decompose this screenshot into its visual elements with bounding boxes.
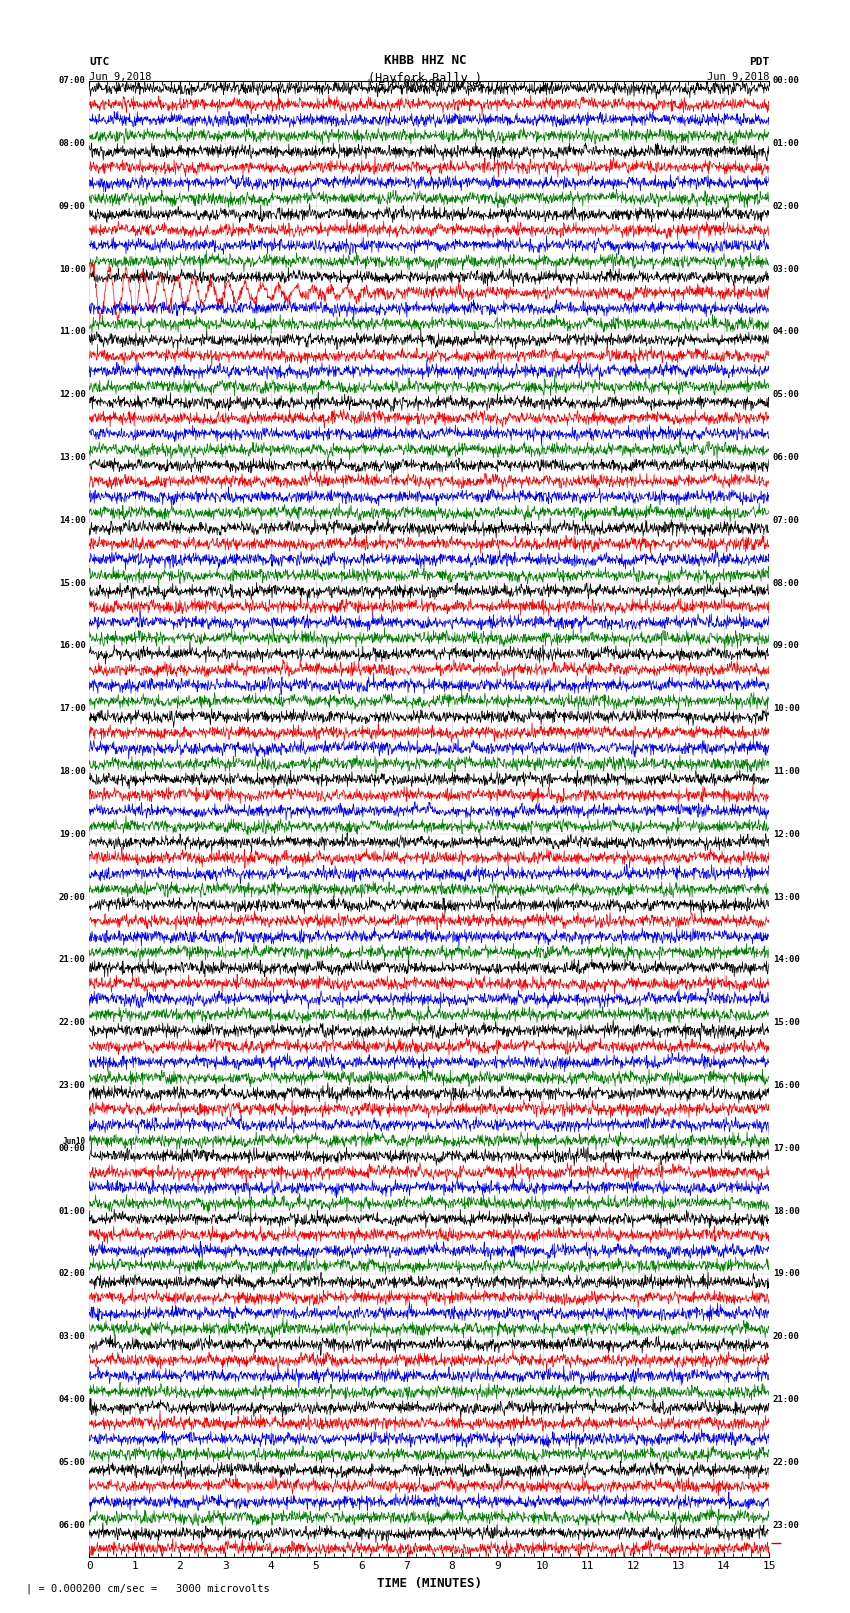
Text: 04:00: 04:00 (773, 327, 800, 337)
Text: 11:00: 11:00 (59, 327, 86, 337)
Text: PDT: PDT (749, 56, 769, 66)
Text: 21:00: 21:00 (773, 1395, 800, 1403)
Text: 22:00: 22:00 (773, 1458, 800, 1466)
Text: 09:00: 09:00 (59, 202, 86, 211)
Text: 08:00: 08:00 (773, 579, 800, 587)
Text: 09:00: 09:00 (773, 642, 800, 650)
Text: 19:00: 19:00 (59, 829, 86, 839)
Text: Jun10: Jun10 (63, 1137, 86, 1145)
Text: 01:00: 01:00 (59, 1207, 86, 1216)
Text: 05:00: 05:00 (59, 1458, 86, 1466)
Text: UTC: UTC (89, 56, 110, 66)
Text: 15:00: 15:00 (773, 1018, 800, 1027)
Text: 14:00: 14:00 (773, 955, 800, 965)
X-axis label: TIME (MINUTES): TIME (MINUTES) (377, 1578, 482, 1590)
Text: 22:00: 22:00 (59, 1018, 86, 1027)
Text: 23:00: 23:00 (773, 1521, 800, 1529)
Text: 13:00: 13:00 (59, 453, 86, 461)
Text: 20:00: 20:00 (773, 1332, 800, 1342)
Text: 04:00: 04:00 (59, 1395, 86, 1403)
Text: 07:00: 07:00 (59, 76, 86, 85)
Text: 13:00: 13:00 (773, 892, 800, 902)
Text: 06:00: 06:00 (59, 1521, 86, 1529)
Text: 10:00: 10:00 (59, 265, 86, 274)
Text: 23:00: 23:00 (59, 1081, 86, 1090)
Text: (Hayfork Bally ): (Hayfork Bally ) (368, 71, 482, 85)
Text: 00:00: 00:00 (59, 1144, 86, 1153)
Text: 05:00: 05:00 (773, 390, 800, 398)
Text: KHBB HHZ NC: KHBB HHZ NC (383, 53, 467, 66)
Text: 08:00: 08:00 (59, 139, 86, 148)
Text: 03:00: 03:00 (773, 265, 800, 274)
Text: 07:00: 07:00 (773, 516, 800, 524)
Text: 12:00: 12:00 (59, 390, 86, 398)
Text: 02:00: 02:00 (773, 202, 800, 211)
Text: 21:00: 21:00 (59, 955, 86, 965)
Text: 02:00: 02:00 (59, 1269, 86, 1279)
Text: 17:00: 17:00 (59, 705, 86, 713)
Text: 17:00: 17:00 (773, 1144, 800, 1153)
Text: 16:00: 16:00 (59, 642, 86, 650)
Text: 14:00: 14:00 (59, 516, 86, 524)
Text: 03:00: 03:00 (59, 1332, 86, 1342)
Text: | = 0.000200 cm/sec =   3000 microvolts: | = 0.000200 cm/sec = 3000 microvolts (26, 1582, 269, 1594)
Text: Jun 9,2018: Jun 9,2018 (706, 71, 769, 82)
Text: 00:00: 00:00 (773, 76, 800, 85)
Text: Jun 9,2018: Jun 9,2018 (89, 71, 152, 82)
Text: | = 0.000200 cm/sec: | = 0.000200 cm/sec (366, 77, 484, 89)
Text: 06:00: 06:00 (773, 453, 800, 461)
Text: 16:00: 16:00 (773, 1081, 800, 1090)
Text: 20:00: 20:00 (59, 892, 86, 902)
Text: 18:00: 18:00 (59, 768, 86, 776)
Text: 15:00: 15:00 (59, 579, 86, 587)
Text: 11:00: 11:00 (773, 768, 800, 776)
Text: 12:00: 12:00 (773, 829, 800, 839)
Text: 18:00: 18:00 (773, 1207, 800, 1216)
Text: 01:00: 01:00 (773, 139, 800, 148)
Text: 19:00: 19:00 (773, 1269, 800, 1279)
Text: 10:00: 10:00 (773, 705, 800, 713)
